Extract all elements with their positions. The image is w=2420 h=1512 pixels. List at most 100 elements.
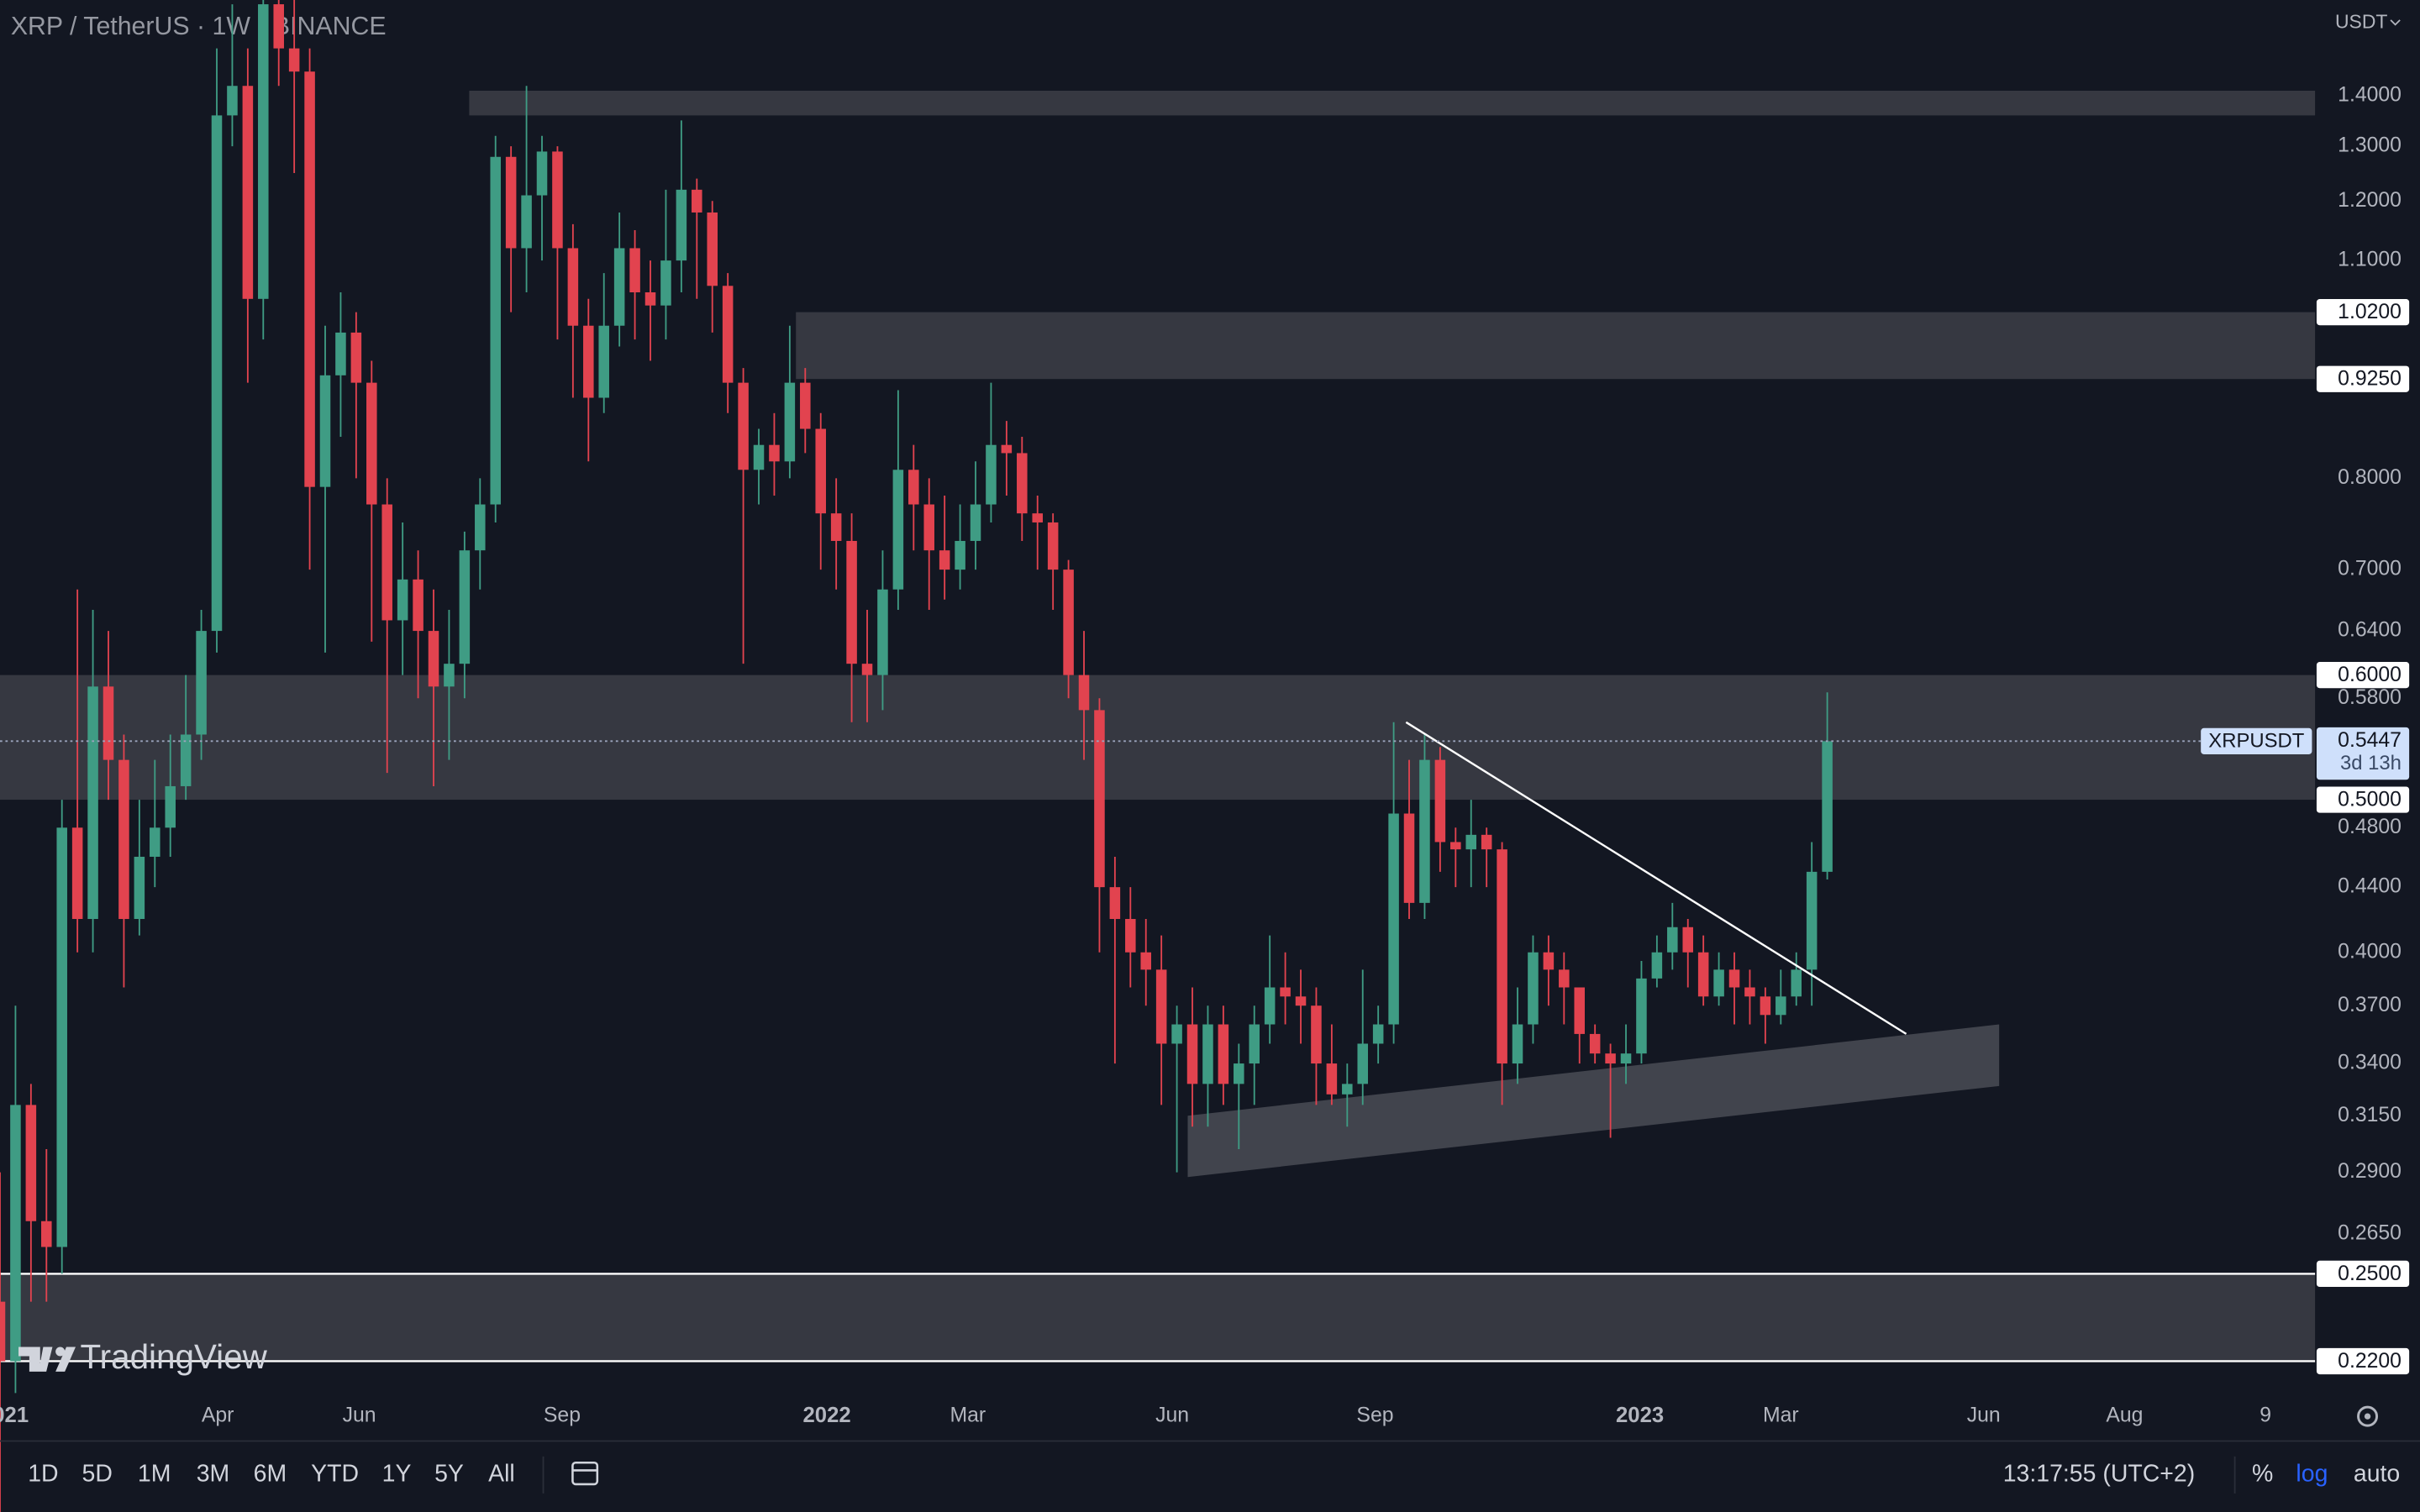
range-button[interactable]: 5Y (434, 1460, 464, 1487)
candle-body (1186, 1024, 1198, 1084)
range-button[interactable]: YTD (311, 1460, 359, 1487)
candle-body (1017, 453, 1028, 514)
candle-body (660, 260, 671, 306)
level-label: 0.9250 (2338, 368, 2402, 391)
candle-body (1667, 927, 1678, 953)
candle-body (1140, 952, 1151, 970)
logo: TradingView (18, 1337, 268, 1376)
y-tick-label: 0.7000 (2338, 558, 2402, 580)
currency[interactable]: USDT (2335, 11, 2387, 33)
candle-body (475, 504, 486, 551)
candle-body (1559, 969, 1570, 988)
price-label: 0.5447 (2338, 729, 2402, 752)
x-tick-label: 2021 (0, 1404, 29, 1427)
candle-body (1497, 849, 1507, 1064)
zones (0, 90, 2316, 1362)
candle-body (505, 156, 517, 249)
candle-body (644, 292, 656, 306)
price-box (2316, 727, 2410, 780)
candle-body (413, 579, 424, 632)
candle-body (1465, 834, 1476, 850)
candle-body (87, 686, 98, 920)
candle-body (629, 248, 640, 293)
level-box (2316, 1260, 2410, 1288)
candle-body (71, 827, 83, 920)
y-tick-label: 0.5800 (2338, 686, 2402, 709)
candle-body (1651, 952, 1663, 979)
candle-body (56, 827, 67, 1247)
level-box (2316, 365, 2410, 392)
log-toggle[interactable]: log (2296, 1460, 2328, 1487)
candle-body (1574, 987, 1586, 1034)
candle-body (459, 550, 471, 664)
candle-body (784, 382, 796, 462)
gear[interactable] (2357, 1405, 2379, 1427)
candle-body (258, 4, 269, 299)
auto-toggle[interactable]: auto (2354, 1460, 2400, 1487)
chart-title: XRP / TetherUS · 1W · BINANCE (11, 13, 387, 40)
level-label: 1.0200 (2338, 301, 2402, 323)
candle-body (1109, 887, 1121, 920)
candle-body (1713, 969, 1724, 997)
candle-body (970, 504, 981, 541)
candle-body (165, 785, 176, 828)
candle-body (1155, 969, 1167, 1044)
candle-body (521, 195, 532, 249)
x-tick-label: Aug (2106, 1404, 2143, 1427)
channel (1187, 1024, 2000, 1178)
candle-body (1249, 1024, 1260, 1064)
candle-body (444, 664, 455, 687)
x-tick-label: Sep (1356, 1404, 1393, 1427)
candle-body (1512, 1024, 1523, 1064)
date-range-icon[interactable] (571, 1461, 599, 1486)
candle-body (1822, 741, 1833, 872)
candle-body (1280, 987, 1291, 997)
candle-body (1806, 871, 1818, 970)
settings-icon[interactable] (2357, 1405, 2379, 1427)
candle-body (815, 428, 826, 514)
clock[interactable]: 13:17:55 (UTC+2) (2003, 1460, 2196, 1487)
y-tick-label: 1.1000 (2338, 249, 2402, 271)
plot (0, 0, 2202, 1512)
range-button[interactable]: 1D (28, 1460, 58, 1487)
range-button[interactable]: 5D (82, 1460, 113, 1487)
candle-body (567, 248, 579, 326)
range-button[interactable]: 1Y (382, 1460, 412, 1487)
x-tick-label: Jun (1967, 1404, 2001, 1427)
y-tick-label: 0.8000 (2338, 466, 2402, 489)
x-tick-label: Jun (343, 1404, 376, 1427)
candle-body (1326, 1063, 1338, 1095)
candle-body (366, 382, 377, 505)
candle-body (273, 4, 284, 49)
candle-body (381, 504, 392, 621)
candle-body (877, 589, 888, 675)
range-button[interactable]: 6M (254, 1460, 287, 1487)
level-box (2316, 786, 2410, 813)
level-box (2316, 298, 2410, 326)
candle-body (0, 1301, 6, 1362)
x-tick-label: Mar (950, 1404, 986, 1427)
candle-body (1791, 969, 1802, 997)
x-tick-label: Jun (1155, 1404, 1189, 1427)
calendar[interactable] (571, 1461, 599, 1486)
percent-toggle[interactable]: % (2252, 1460, 2273, 1487)
range-button[interactable]: 3M (197, 1460, 230, 1487)
range-button[interactable]: All (488, 1460, 515, 1487)
candle-body (846, 540, 857, 664)
candle-body (1450, 842, 1461, 850)
candle-body (428, 631, 439, 687)
candle-body (892, 470, 904, 590)
candle-body (1264, 987, 1276, 1025)
candle-body (1760, 996, 1771, 1016)
candle-body (613, 248, 625, 326)
trend-line (1405, 721, 1907, 1035)
y-tick-label: 0.2900 (2338, 1160, 2402, 1183)
level-box (2316, 662, 2410, 689)
range-button[interactable]: 1M (138, 1460, 171, 1487)
candle-body (211, 115, 223, 632)
candle-body (1434, 759, 1446, 843)
candle-body (955, 540, 965, 570)
candle-body (350, 332, 362, 383)
candle-body (986, 444, 997, 505)
y-tick-label: 0.3700 (2338, 994, 2402, 1016)
